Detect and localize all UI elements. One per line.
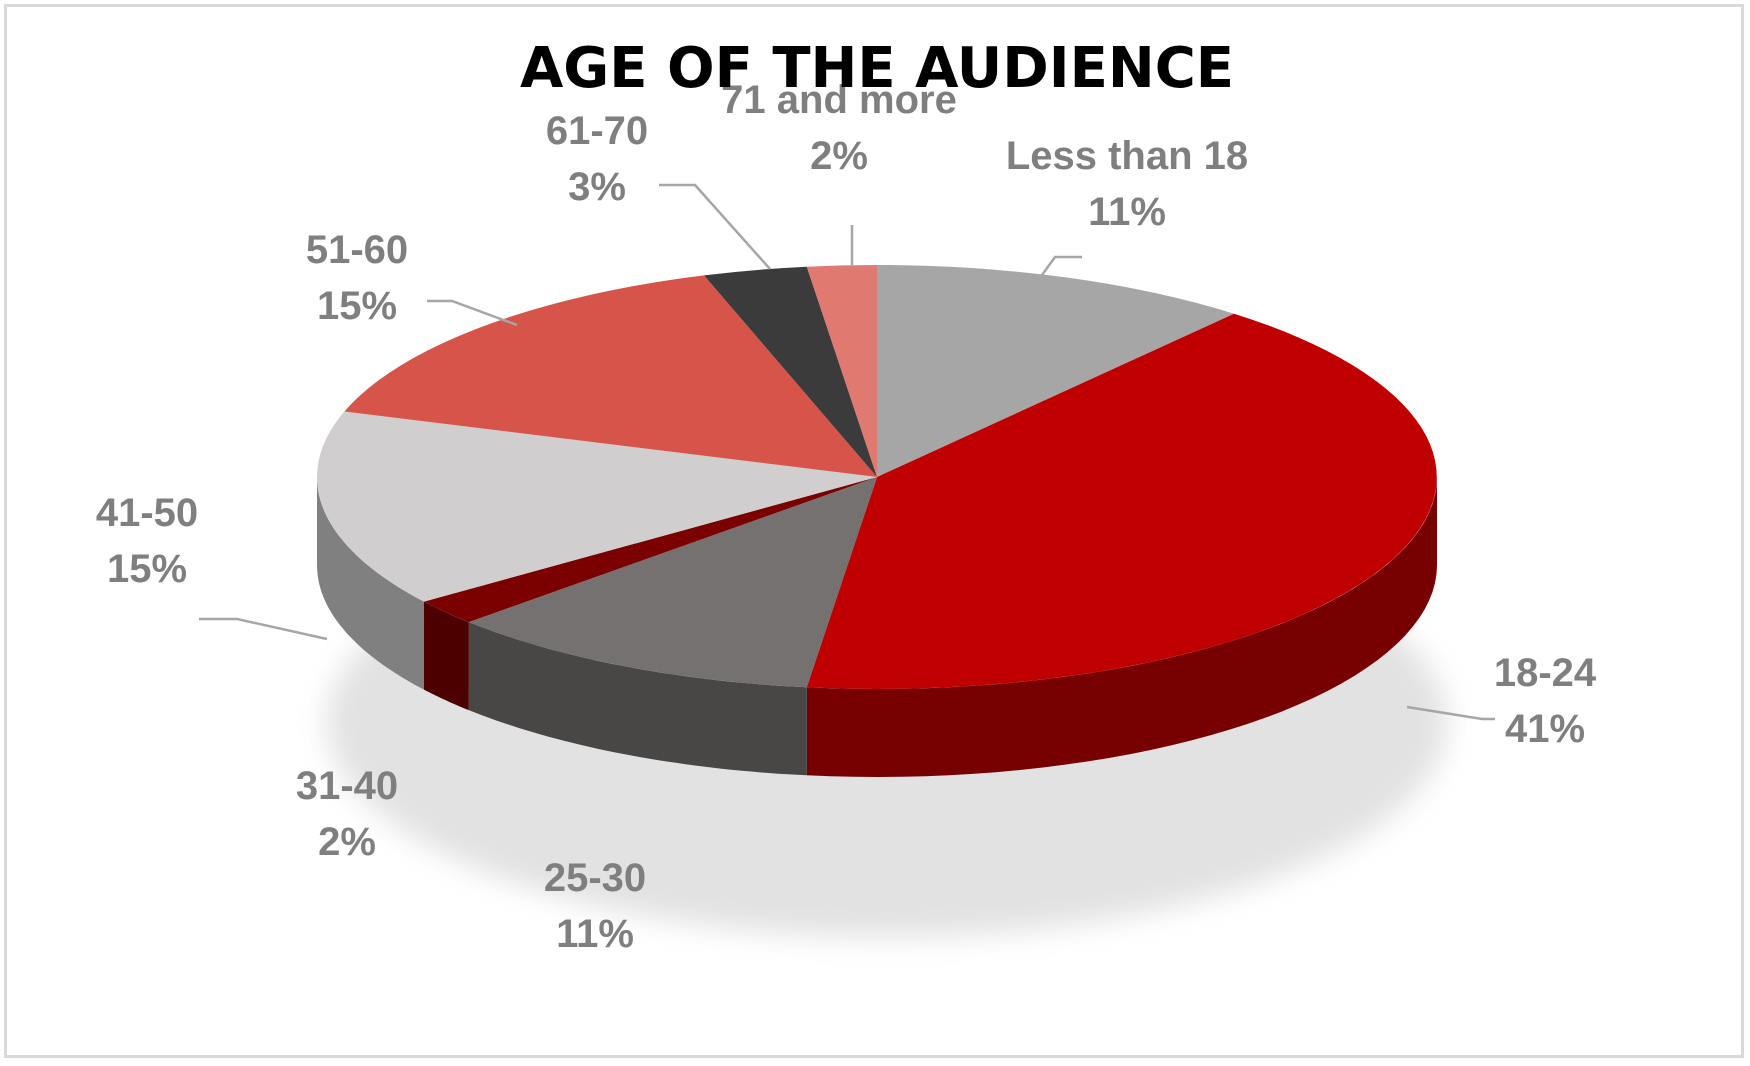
leader-line-4 <box>199 617 328 641</box>
slice-category-label: 71 and more <box>721 78 957 122</box>
pie-slice-5 <box>344 275 877 477</box>
pie-slices <box>317 265 1437 689</box>
leader-line-5 <box>427 299 518 327</box>
slice-percent-label: 11% <box>1088 190 1166 234</box>
slice-category-label: Less than 18 <box>1006 134 1248 178</box>
pie-slice-1 <box>806 313 1437 689</box>
pie-slice-2 <box>468 477 877 688</box>
slice-category-label: 31-40 <box>296 764 398 808</box>
pie-side-3 <box>424 601 469 711</box>
pie-slice-3 <box>424 477 877 623</box>
chart-frame: Less than 18 11% 18-24 41% 25-30 11% 31-40 2% 41… <box>4 4 1744 1058</box>
slice-percent-label: 2% <box>318 820 376 864</box>
pie-slice-0 <box>877 265 1234 477</box>
slice-percent-label: 11% <box>556 912 634 956</box>
slice-category-label: 18-24 <box>1494 651 1597 695</box>
pie-slice-4 <box>317 411 878 602</box>
pie-labels: Less than 18 11% 18-24 41% 25-30 11% 31-40 2% 41… <box>96 78 1597 956</box>
leader-line-1 <box>1406 705 1495 721</box>
slice-category-label: 51-60 <box>306 228 408 272</box>
slice-percent-label: 41% <box>1505 707 1585 751</box>
leader-line-0 <box>1040 255 1082 276</box>
pie-chart: Less than 18 11% 18-24 41% 25-30 11% 31-40 2% 41… <box>96 36 1597 956</box>
pie-slice-6 <box>704 266 877 477</box>
pie-side-2 <box>468 622 807 776</box>
pie-sides <box>317 477 1437 777</box>
leader-line-6 <box>659 183 771 270</box>
pie-slice-7 <box>806 265 877 477</box>
pie-side-4 <box>317 477 424 690</box>
slice-percent-label: 3% <box>568 165 626 209</box>
slice-category-label: 61-70 <box>546 109 648 153</box>
slice-percent-label: 15% <box>107 547 187 591</box>
slice-category-label: 25-30 <box>544 856 646 900</box>
chart-title: AGE OF THE AUDIENCE <box>520 36 1234 101</box>
slice-percent-label: 2% <box>810 134 868 178</box>
slice-category-label: 41-50 <box>96 491 198 535</box>
pie-side-1 <box>806 477 1437 777</box>
slice-percent-label: 15% <box>317 284 397 328</box>
